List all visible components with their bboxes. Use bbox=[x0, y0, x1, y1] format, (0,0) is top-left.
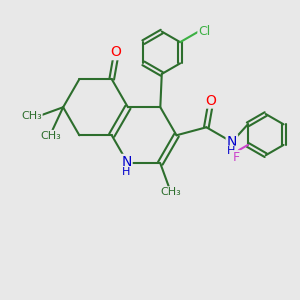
Text: N: N bbox=[121, 155, 132, 169]
Text: Cl: Cl bbox=[198, 26, 211, 38]
Text: O: O bbox=[111, 45, 122, 59]
Text: CH₃: CH₃ bbox=[41, 131, 62, 141]
Text: N: N bbox=[227, 135, 237, 149]
Text: H: H bbox=[122, 167, 130, 177]
Text: H: H bbox=[227, 146, 236, 156]
Text: F: F bbox=[233, 151, 240, 164]
Text: O: O bbox=[205, 94, 216, 108]
Text: CH₃: CH₃ bbox=[21, 111, 42, 121]
Text: CH₃: CH₃ bbox=[160, 187, 181, 197]
